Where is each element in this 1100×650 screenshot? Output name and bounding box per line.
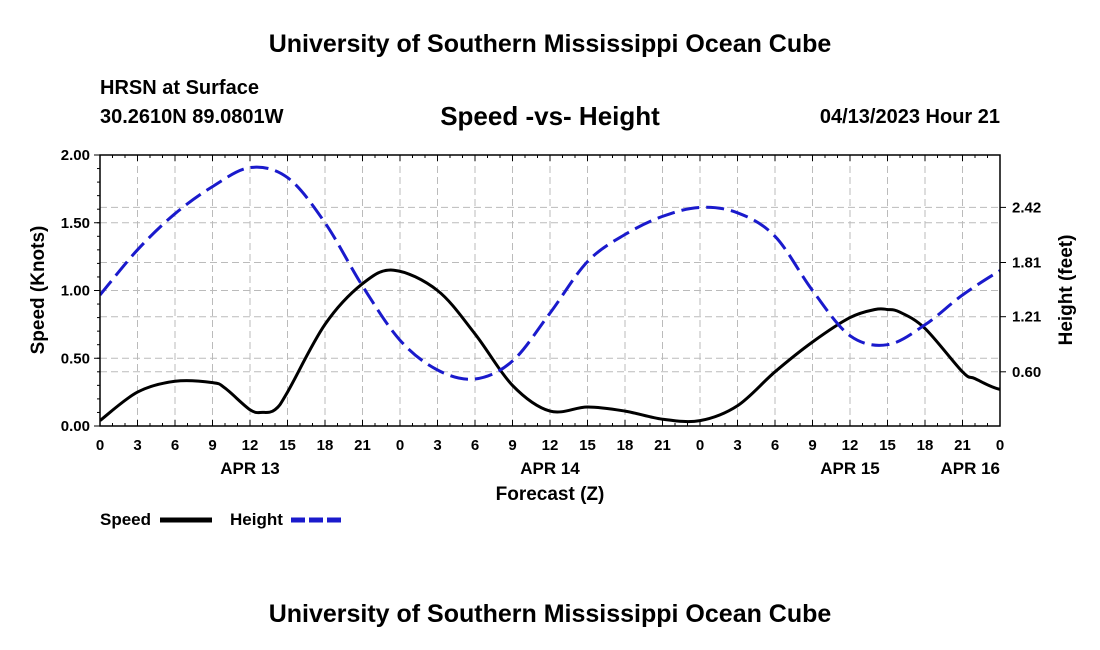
date-label: APR 14 [520,459,580,478]
x-tick-label: 15 [879,437,896,454]
x-tick-label: 21 [654,437,671,454]
x-tick-label: 3 [433,437,441,454]
series-line-speed [100,268,1000,424]
y-tick-label: 1.00 [61,283,90,300]
page-title: University of Southern Mississippi Ocean… [268,30,832,58]
x-tick-label: 12 [842,437,859,454]
x-tick-label: 6 [471,437,479,454]
x-tick-label: 18 [917,437,934,454]
y-tick-label: 1.50 [61,215,90,232]
x-tick-label: 9 [808,437,816,454]
x-tick-label: 3 [133,437,141,454]
axis-ticks [94,154,1006,427]
station-label: HRSN at Surface [100,77,259,99]
y-axis-label: Speed (Knots) [28,226,49,355]
legend-height-label: Height [230,510,283,529]
x-tick-label: 21 [354,437,371,454]
x-tick-label: 15 [279,437,296,454]
x-tick-label: 0 [396,437,404,454]
x-tick-label: 18 [317,437,334,454]
footer-title: University of Southern Mississippi Ocean… [268,600,832,628]
x-tick-label: 12 [242,437,259,454]
x-tick-label: 18 [617,437,634,454]
date-label: APR 13 [220,459,280,478]
series-layer [100,165,1000,424]
x-tick-label: 0 [996,437,1004,454]
x-tick-label: 0 [696,437,704,454]
x-axis-label: Forecast (Z) [496,484,605,505]
x-tick-label: 12 [542,437,559,454]
x-tick-label: 15 [579,437,596,454]
y2-axis-label: Height (feet) [1056,235,1077,346]
date-label: APR 15 [820,459,880,478]
legend-speed-label: Speed [100,510,151,529]
grid [100,155,1000,426]
date-label: APR 16 [940,459,1000,478]
y2-tick-label: 0.60 [1012,364,1041,381]
x-tick-label: 6 [771,437,779,454]
series-line-height [100,165,1000,381]
axis-labels: 0 3 6 9 12 15 18 21 0 3 6 9 12 15 18 21 0 3 6 9 12 15 18 21 0 APR… [61,147,1041,478]
y2-tick-label: 1.81 [1012,254,1041,271]
y2-tick-label: 1.21 [1012,309,1041,326]
y2-tick-label: 2.42 [1012,199,1041,216]
x-tick-label: 6 [171,437,179,454]
x-tick-label: 9 [508,437,516,454]
coordinates-label: 30.2610N 89.0801W [100,106,284,128]
x-tick-label: 0 [96,437,104,454]
x-tick-label: 9 [208,437,216,454]
y-tick-label: 2.00 [61,147,90,164]
chart-subtitle: Speed -vs- Height [440,101,660,131]
y-tick-label: 0.00 [61,418,90,435]
y-tick-label: 0.50 [61,350,90,367]
forecast-datetime: 04/13/2023 Hour 21 [819,106,1000,128]
x-tick-label: 3 [733,437,741,454]
x-tick-label: 21 [954,437,971,454]
